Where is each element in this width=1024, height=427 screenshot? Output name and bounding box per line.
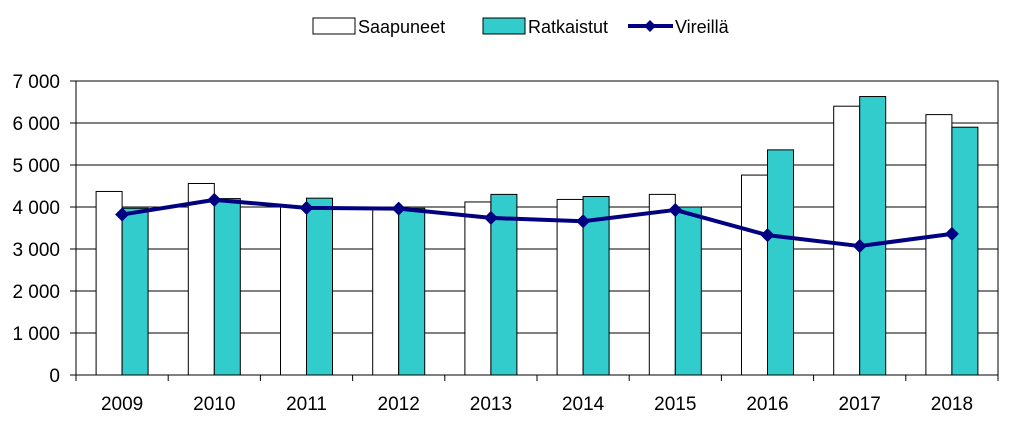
legend-label: Ratkaistut — [528, 17, 608, 37]
bar-ratkaistut-2011 — [306, 197, 333, 376]
marker-2011 — [299, 200, 314, 215]
y-tick-label: 1 000 — [12, 324, 60, 345]
x-tick-label: 2013 — [470, 394, 512, 415]
bar-ratkaistut-2015 — [674, 206, 702, 376]
marker-2017 — [852, 239, 867, 254]
legend: Saapuneet Ratkaistut Vireillä — [312, 17, 730, 37]
marker-2010 — [207, 192, 222, 207]
bar-ratkaistut-2016 — [767, 149, 794, 376]
bar-saapuneet-2011 — [280, 206, 307, 376]
x-tick-labels: 2009 2010 2011 2012 2013 2014 2015 2016 2017 2018 — [101, 394, 973, 415]
marker-2012 — [391, 201, 406, 216]
x-tick-label: 2014 — [562, 394, 605, 415]
legend-swatch-saapuneet — [312, 17, 356, 35]
bar-saapuneet-2017 — [833, 105, 861, 376]
y-tick-label: 6 000 — [12, 114, 60, 135]
marker-2009 — [115, 207, 130, 222]
bar-ratkaistut-2017 — [859, 96, 887, 376]
marker-2015 — [668, 202, 683, 217]
y-tick-label: 3 000 — [12, 240, 60, 261]
bar-saapuneet-2012 — [372, 206, 400, 376]
y-tick-label: 0 — [49, 366, 60, 387]
x-tick-label: 2017 — [839, 394, 881, 415]
bar-ratkaistut-2018 — [951, 126, 979, 376]
bar-saapuneet-2013 — [464, 201, 492, 376]
x-tick-label: 2009 — [101, 394, 143, 415]
x-tick-label: 2012 — [378, 394, 420, 415]
y-tick-labels: 0 1 000 2 000 3 000 4 000 5 000 6 000 7 000 — [12, 72, 60, 387]
bar-saapuneet-2016 — [741, 174, 768, 376]
bar-ratkaistut-2010 — [213, 198, 241, 376]
bar-ratkaistut-2013 — [490, 193, 518, 376]
marker-2013 — [483, 210, 498, 225]
y-tick-label: 4 000 — [12, 198, 60, 219]
x-tick-label: 2018 — [931, 394, 973, 415]
legend-label: Vireillä — [675, 17, 730, 37]
y-tick-label: 2 000 — [12, 282, 60, 303]
legend-marker — [644, 20, 656, 32]
bar-ratkaistut-2014 — [582, 196, 610, 376]
marker-2014 — [576, 214, 591, 229]
bar-saapuneet-2009 — [95, 190, 123, 376]
bar-ratkaistut-2009 — [121, 207, 149, 376]
x-tick-label: 2016 — [746, 394, 788, 415]
y-tick-label: 5 000 — [12, 156, 60, 177]
bar-saapuneet-2014 — [556, 198, 584, 376]
x-tick-label: 2010 — [193, 394, 235, 415]
y-tick-label: 7 000 — [12, 72, 60, 93]
marker-2018 — [944, 226, 959, 241]
pending-line — [115, 192, 959, 254]
bar-saapuneet-2018 — [925, 114, 953, 376]
legend-swatch-ratkaistut — [482, 17, 526, 35]
x-tick-label: 2015 — [654, 394, 696, 415]
legend-label: Saapuneet — [358, 17, 445, 37]
marker-2016 — [760, 228, 775, 243]
axes — [70, 80, 999, 381]
bar-ratkaistut-2012 — [398, 207, 426, 376]
bar-saapuneet-2015 — [648, 193, 676, 376]
line-vireillä — [121, 197, 953, 249]
bar-saapuneet-2010 — [187, 182, 215, 376]
bars — [95, 96, 979, 376]
x-tick-label: 2011 — [286, 394, 327, 415]
